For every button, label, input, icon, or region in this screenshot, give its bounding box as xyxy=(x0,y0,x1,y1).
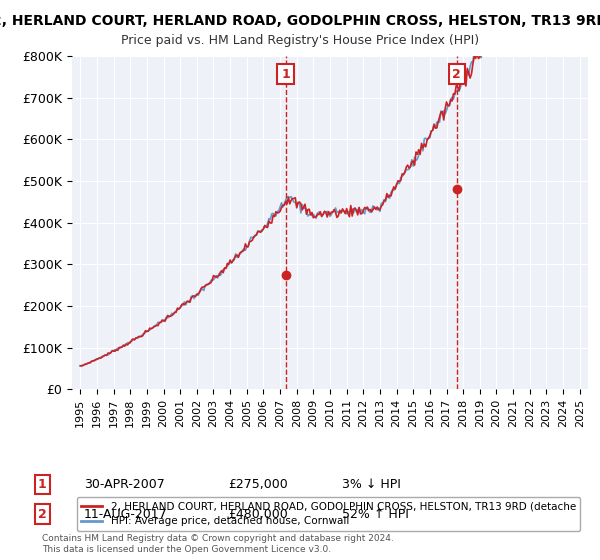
Legend: 2, HERLAND COURT, HERLAND ROAD, GODOLPHIN CROSS, HELSTON, TR13 9RD (detache, HPI: 2, HERLAND COURT, HERLAND ROAD, GODOLPHI… xyxy=(77,497,580,530)
Text: Price paid vs. HM Land Registry's House Price Index (HPI): Price paid vs. HM Land Registry's House … xyxy=(121,34,479,46)
Text: 2: 2 xyxy=(452,68,461,81)
Text: 2, HERLAND COURT, HERLAND ROAD, GODOLPHIN CROSS, HELSTON, TR13 9RD: 2, HERLAND COURT, HERLAND ROAD, GODOLPHI… xyxy=(0,14,600,28)
Text: 30-APR-2007: 30-APR-2007 xyxy=(84,478,165,491)
Text: 2: 2 xyxy=(38,507,46,521)
Text: 11-AUG-2017: 11-AUG-2017 xyxy=(84,507,167,521)
Text: 1: 1 xyxy=(38,478,46,491)
Text: £275,000: £275,000 xyxy=(228,478,288,491)
Text: 52% ↑ HPI: 52% ↑ HPI xyxy=(342,507,409,521)
Text: Contains HM Land Registry data © Crown copyright and database right 2024.: Contains HM Land Registry data © Crown c… xyxy=(42,534,394,543)
Text: £480,000: £480,000 xyxy=(228,507,288,521)
Text: 1: 1 xyxy=(281,68,290,81)
Text: 3% ↓ HPI: 3% ↓ HPI xyxy=(342,478,401,491)
Text: This data is licensed under the Open Government Licence v3.0.: This data is licensed under the Open Gov… xyxy=(42,545,331,554)
